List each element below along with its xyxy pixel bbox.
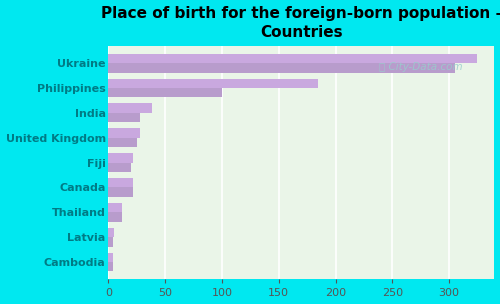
Bar xyxy=(108,163,131,172)
Bar xyxy=(108,262,113,271)
Bar xyxy=(108,203,122,212)
Bar xyxy=(108,78,318,88)
Bar xyxy=(108,228,114,237)
Bar xyxy=(108,103,152,113)
Bar xyxy=(108,253,113,262)
Bar xyxy=(108,113,140,122)
Bar xyxy=(108,212,122,222)
Bar xyxy=(108,153,134,163)
Text: ⓘ City-Data.com: ⓘ City-Data.com xyxy=(378,62,462,72)
Bar xyxy=(108,63,455,73)
Bar xyxy=(108,188,134,197)
Bar xyxy=(108,237,113,247)
Bar xyxy=(108,54,478,63)
Bar xyxy=(108,178,134,188)
Bar xyxy=(108,138,137,147)
Bar xyxy=(108,128,140,138)
Bar xyxy=(108,88,222,97)
Title: Place of birth for the foreign-born population -
Countries: Place of birth for the foreign-born popu… xyxy=(101,5,500,40)
